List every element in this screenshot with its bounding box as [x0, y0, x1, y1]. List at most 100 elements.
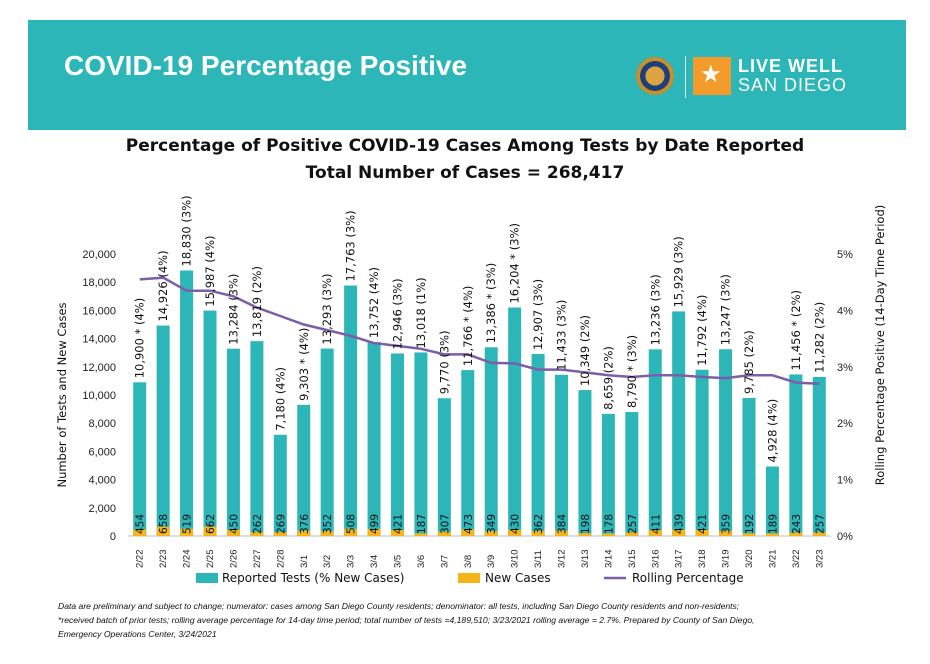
x-tick-label: 2/27	[252, 550, 263, 569]
test-data-label: 10,349 (2%)	[578, 315, 592, 386]
header-banner: COVID-19 Percentage Positive ★ LIVE WELL…	[28, 20, 906, 130]
new-case-label: 384	[557, 514, 569, 534]
new-case-label: 269	[275, 514, 287, 534]
x-tick-label: 2/24	[182, 550, 193, 569]
test-bar	[180, 270, 194, 536]
test-data-label: 10,900 * (4%)	[133, 298, 147, 379]
new-case-bar	[672, 529, 686, 536]
test-data-label: 13,236 (3%)	[648, 274, 662, 345]
new-case-bar	[133, 529, 147, 536]
y-tick-label: 16,000	[82, 305, 116, 317]
test-bar	[133, 382, 147, 536]
test-bar	[156, 325, 170, 536]
test-data-label: 13,018 (1%)	[414, 277, 428, 348]
test-bar	[226, 348, 240, 536]
test-data-label: 4,928 (4%)	[765, 399, 779, 463]
new-case-label: 262	[252, 514, 264, 534]
x-tick-label: 3/20	[744, 550, 755, 569]
test-bar	[672, 311, 686, 536]
x-tick-label: 3/8	[463, 555, 474, 568]
new-case-label: 473	[463, 514, 475, 534]
x-tick-label: 3/14	[603, 550, 614, 569]
new-case-label: 508	[346, 514, 358, 534]
x-tick-label: 3/2	[322, 555, 333, 568]
new-case-bar	[789, 532, 803, 536]
new-case-label: 362	[533, 514, 545, 534]
new-case-label: 178	[603, 514, 615, 534]
new-case-bar	[367, 528, 381, 536]
new-case-label: 257	[814, 514, 826, 534]
new-case-bar	[344, 528, 358, 536]
test-bar	[320, 348, 334, 536]
test-data-label: 11,282 (2%)	[812, 302, 826, 373]
new-case-bar	[461, 529, 475, 536]
new-case-label: 187	[416, 514, 428, 534]
y-tick-label: 10,000	[82, 390, 116, 402]
new-case-label: 411	[650, 514, 662, 534]
logo-text-live-well: LIVE WELL	[738, 56, 843, 76]
y-tick-label: 12,000	[82, 362, 116, 374]
new-case-bar	[390, 530, 404, 536]
test-bar	[812, 376, 826, 536]
test-data-label: 12,907 (3%)	[531, 279, 545, 350]
y2-tick-label: 4%	[837, 305, 853, 317]
test-bar	[367, 342, 381, 536]
test-data-label: 13,819 (2%)	[250, 266, 264, 337]
new-case-bar	[484, 531, 498, 536]
new-case-bar	[297, 530, 311, 536]
x-tick-label: 2/22	[135, 550, 146, 569]
x-tick-label: 3/7	[439, 555, 450, 568]
new-case-label: 376	[299, 514, 311, 534]
new-case-label: 352	[322, 514, 334, 534]
x-tick-label: 3/3	[346, 555, 357, 568]
y2-tick-label: 2%	[837, 418, 853, 430]
test-bar	[578, 390, 592, 536]
x-tick-label: 3/16	[650, 550, 661, 569]
test-data-label: 12,946 (3%)	[390, 278, 404, 349]
test-data-label: 8,659 (2%)	[601, 346, 615, 410]
new-case-bar	[250, 532, 264, 536]
new-case-bar	[180, 528, 194, 536]
test-bar	[719, 349, 733, 536]
legend-swatch-new-cases	[458, 573, 480, 583]
new-case-label: 192	[744, 514, 756, 534]
new-case-bar	[812, 532, 826, 536]
x-tick-label: 3/6	[416, 555, 427, 568]
y2-tick-label: 5%	[837, 249, 853, 261]
test-bar	[531, 354, 545, 536]
test-data-label: 11,456 * (2%)	[789, 290, 803, 371]
new-case-label: 243	[791, 514, 803, 534]
new-case-bar	[414, 533, 428, 536]
new-case-label: 189	[767, 514, 779, 534]
rolling-percentage-line	[139, 276, 820, 385]
new-case-bar	[695, 530, 709, 536]
test-bar	[484, 347, 498, 536]
test-data-label: 17,763 (3%)	[344, 210, 358, 281]
x-tick-label: 2/26	[228, 550, 239, 569]
new-case-bar	[719, 530, 733, 536]
county-seal-icon	[636, 57, 674, 95]
logo-text-san-diego: SAN DIEGO	[738, 75, 848, 95]
test-data-label: 13,752 (4%)	[367, 267, 381, 338]
new-case-bar	[156, 526, 170, 536]
test-data-label: 15,929 (3%)	[672, 236, 686, 307]
footnote-line-3: Emergency Operations Center, 3/24/2021	[58, 629, 217, 639]
new-case-bar	[320, 531, 334, 536]
y-tick-label: 20,000	[82, 249, 116, 261]
live-well-logo-icon: ★	[693, 57, 731, 95]
test-bar	[414, 352, 428, 536]
new-case-bar	[648, 530, 662, 536]
test-bar	[765, 466, 779, 536]
new-case-label: 257	[627, 514, 639, 534]
x-tick-label: 3/17	[674, 550, 685, 569]
x-tick-label: 3/22	[791, 550, 802, 569]
new-case-label: 307	[439, 514, 451, 534]
test-bar	[273, 434, 287, 536]
test-data-label: 9,770 (3%)	[437, 330, 451, 394]
test-data-label: 8,790 * (3%)	[625, 335, 639, 408]
test-data-label: 13,386 * (3%)	[484, 263, 498, 344]
y2-tick-label: 1%	[837, 475, 853, 487]
new-case-label: 658	[158, 514, 170, 534]
test-bar	[203, 310, 217, 536]
